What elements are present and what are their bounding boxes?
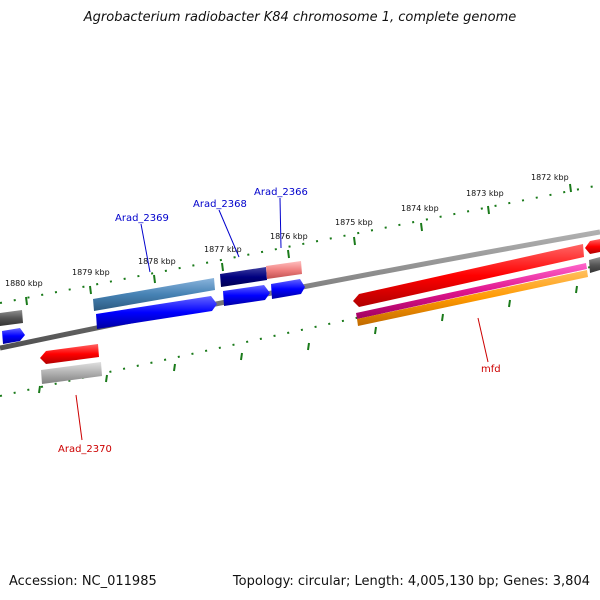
tick-label: 1874 kbp (401, 204, 439, 213)
forward-features (0, 261, 305, 344)
partial-feature-left (0, 310, 23, 326)
tick-label: 1873 kbp (466, 189, 504, 198)
tick-label: 1878 kbp (138, 257, 176, 266)
cds-partial-right (585, 239, 600, 254)
cds-arad-2369 (96, 296, 217, 329)
outer-tick-track (0, 184, 600, 304)
tick-label: 1877 kbp (204, 245, 242, 254)
tick-label: 1879 kbp (72, 268, 110, 277)
gene-label-arad-2366: Arad_2366 (254, 187, 308, 198)
gene-label-arad-2370: Arad_2370 (58, 444, 112, 455)
cds-partial-left (2, 328, 25, 344)
tick-label: 1880 kbp (5, 279, 43, 288)
outer-major-ticks (25, 183, 572, 306)
gene-arad-2368-block (220, 267, 267, 287)
map-title: Agrobacterium radiobacter K84 chromosome… (83, 10, 517, 25)
partial-feature-right (589, 257, 600, 273)
tick-label: 1876 kbp (270, 232, 308, 241)
gene-label-arad-2368: Arad_2368 (193, 199, 247, 210)
topology-text: Topology: circular; Length: 4,005,130 bp… (232, 574, 590, 589)
gene-arad-2366-block (266, 261, 302, 279)
accession-text: Accession: NC_011985 (9, 574, 157, 589)
inner-major-ticks (38, 285, 578, 394)
gene-mfd-block-1 (356, 263, 587, 319)
gene-label-arad-2369: Arad_2369 (115, 213, 169, 224)
gene-arad-2370-block (41, 362, 102, 384)
reverse-features (40, 239, 600, 384)
tick-label: 1875 kbp (335, 218, 373, 227)
gene-arad-2369-block (93, 278, 215, 311)
cds-arad-2370 (40, 344, 99, 364)
tick-label: 1872 kbp (531, 173, 569, 182)
cds-arad-2368 (223, 285, 270, 306)
gene-label-mfd: mfd (481, 364, 501, 375)
gene-labels: Arad_2366 Arad_2368 Arad_2369 Arad_2370 … (58, 187, 501, 455)
cds-mfd (353, 244, 584, 307)
tick-labels: 1872 kbp 1873 kbp 1874 kbp 1875 kbp 1876… (5, 173, 569, 288)
label-leaders (75, 197, 489, 441)
cds-arad-2366 (271, 279, 305, 299)
gene-mfd-block-2 (357, 270, 588, 326)
